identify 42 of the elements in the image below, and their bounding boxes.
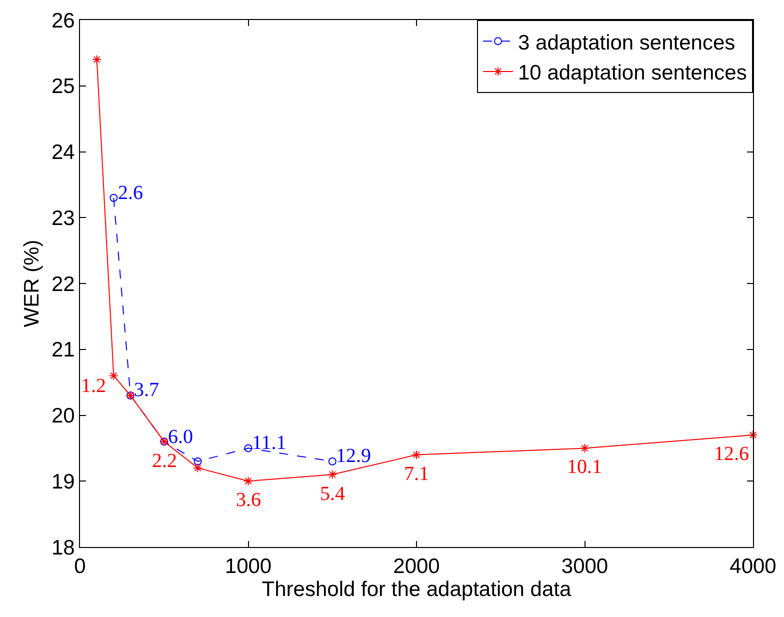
y-tick-label: 21 — [51, 338, 75, 362]
point — [110, 194, 118, 202]
annotation: 10.1 — [567, 456, 602, 478]
annotation: 11.1 — [252, 432, 286, 454]
point — [580, 443, 590, 453]
point — [328, 470, 338, 480]
x-tick-label: 1000 — [224, 555, 272, 578]
legend-label: 3 adaptation sentences — [518, 31, 736, 54]
annotation: 7.1 — [404, 463, 429, 485]
point — [244, 444, 252, 452]
y-tick-label: 24 — [51, 141, 76, 164]
y-tick-label: 18 — [51, 536, 75, 560]
x-tick-label: 2000 — [393, 555, 440, 578]
annotation: 2.2 — [152, 450, 177, 472]
annotation: 5.4 — [320, 483, 345, 505]
y-tick-label: 25 — [51, 75, 75, 98]
y-axis-title: WER (%) — [20, 240, 44, 328]
annotation: 12.9 — [336, 445, 371, 467]
annotation: 1.2 — [81, 375, 106, 397]
annotation: 3.7 — [134, 379, 159, 401]
legend-label: 10 adaptation sentences — [518, 62, 747, 85]
point — [92, 54, 102, 64]
point — [193, 463, 202, 473]
point — [412, 450, 422, 460]
x-tick-label: 4000 — [730, 555, 776, 578]
point — [328, 457, 336, 466]
point — [748, 430, 758, 440]
annotation: 2.6 — [118, 182, 143, 204]
point — [194, 457, 202, 466]
point — [108, 371, 118, 380]
x-axis-title: Threshold for the adaptation data — [262, 578, 572, 602]
y-tick-label: 22 — [51, 272, 75, 296]
y-tick-label: 20 — [51, 404, 75, 428]
y-tick-label: 19 — [51, 470, 75, 494]
point — [244, 476, 253, 486]
annotation: 3.6 — [236, 489, 261, 511]
annotation: 12.6 — [714, 443, 749, 465]
x-tick-label: 3000 — [561, 555, 608, 578]
y-tick-label: 23 — [51, 206, 75, 230]
x-tick-label: 0 — [74, 555, 86, 578]
annotation: 6.0 — [168, 426, 193, 448]
y-tick-label: 26 — [51, 9, 75, 32]
